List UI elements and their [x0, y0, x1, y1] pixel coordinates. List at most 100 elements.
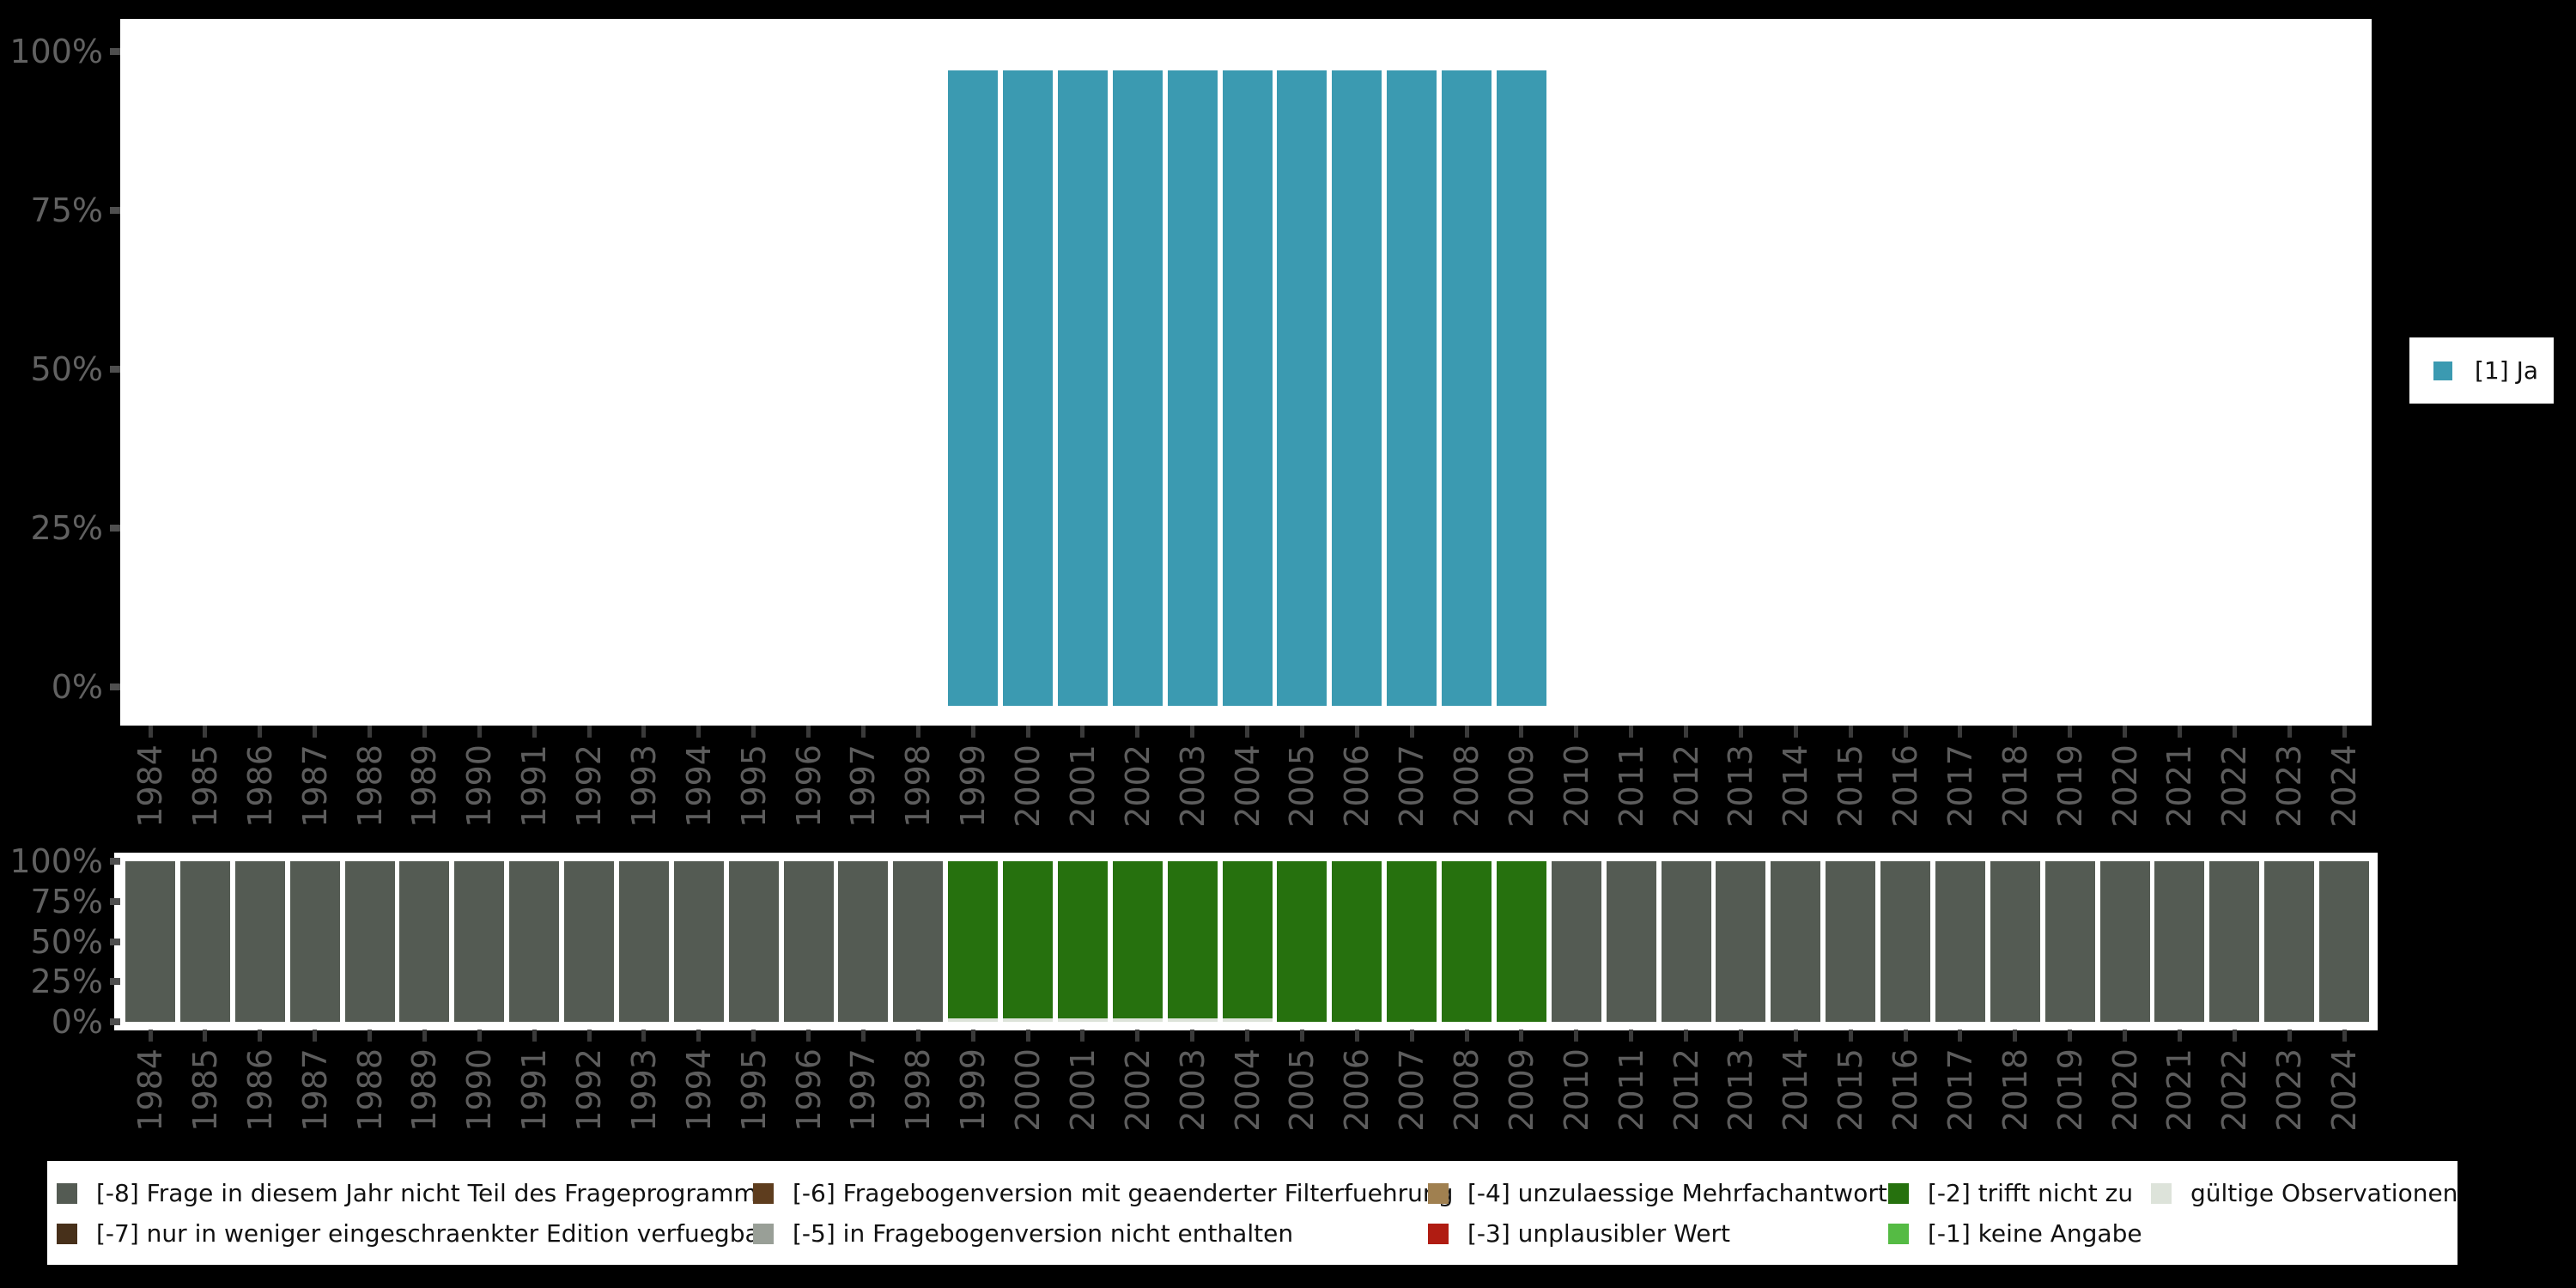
x-tick-label: 2014	[1777, 744, 1815, 828]
bottom-chart-y-tick	[110, 939, 120, 945]
legend-swatch	[1428, 1223, 1449, 1244]
bar-2009	[1496, 70, 1546, 706]
legend-item: [-6] Fragebogenversion mit geaenderter F…	[753, 1173, 1453, 1213]
x-tick-label: 2005	[1283, 744, 1321, 828]
x-tick-label: 2007	[1393, 744, 1431, 828]
x-tick	[1848, 726, 1853, 738]
legend-swatch	[1888, 1223, 1909, 1244]
x-tick-label: 1990	[460, 744, 499, 828]
x-tick	[2068, 726, 2073, 738]
top-chart-y-tick	[110, 207, 120, 214]
x-tick-label: 2008	[1448, 1048, 1485, 1132]
x-tick	[1738, 1030, 1743, 1042]
x-tick-label: 2013	[1722, 744, 1760, 828]
x-tick	[2232, 1030, 2237, 1042]
x-tick	[1025, 1030, 1030, 1042]
x-tick-label: 1997	[844, 1048, 883, 1132]
x-tick	[477, 1030, 482, 1042]
x-tick	[1354, 726, 1359, 738]
x-tick	[2342, 1030, 2347, 1042]
x-tick	[1299, 1030, 1304, 1042]
x-tick-label: 2010	[1557, 744, 1595, 828]
x-tick	[1245, 1030, 1249, 1042]
x-tick-label: 1996	[789, 744, 828, 828]
x-tick-label: 1999	[954, 744, 993, 828]
x-tick	[368, 1030, 372, 1042]
x-tick	[2287, 1030, 2292, 1042]
x-tick-label: 2001	[1063, 1048, 1102, 1132]
x-tick-label: 1988	[350, 744, 389, 828]
x-tick	[1080, 726, 1085, 738]
x-tick	[1409, 726, 1414, 738]
x-tick-label: 1999	[954, 1048, 993, 1132]
bar-segment-1991	[509, 861, 560, 1022]
x-tick-label: 2014	[1777, 1048, 1815, 1132]
x-tick	[1574, 726, 1579, 738]
legend-item-label: [-4] unzulaessige Mehrfachantwort	[1467, 1179, 1887, 1207]
bar-segment-2021	[2154, 861, 2205, 1022]
x-tick-label: 1991	[515, 1048, 554, 1132]
bar-segment-1996	[783, 861, 834, 1022]
top-chart-y-tick-label: 100%	[9, 33, 103, 70]
x-tick	[2068, 1030, 2073, 1042]
x-tick	[2342, 726, 2347, 738]
bar-segment-1990	[454, 861, 505, 1022]
legend-item: [-3] unplausibler Wert	[1428, 1213, 1887, 1254]
bar-2004	[1222, 70, 1273, 706]
legend-item: [-7] nur in weniger eingeschraenkter Edi…	[57, 1213, 769, 1254]
x-tick-label: 2015	[1832, 1048, 1870, 1132]
x-tick-label: 2020	[2105, 744, 2144, 828]
x-tick	[313, 1030, 318, 1042]
answer-distribution-chart	[120, 19, 2372, 726]
bar-segment-2015	[1826, 861, 1876, 1022]
x-tick-label: 2018	[1996, 744, 2034, 828]
bar-segment-1999	[948, 1018, 999, 1022]
x-tick	[2287, 726, 2292, 738]
x-tick-label: 2003	[1173, 744, 1212, 828]
series-legend: [1] Ja	[2409, 337, 2554, 404]
x-tick-label: 2022	[2215, 744, 2254, 828]
x-tick	[1958, 726, 1963, 738]
x-tick	[1354, 1030, 1359, 1042]
x-tick	[1793, 1030, 1798, 1042]
x-tick-label: 2015	[1832, 744, 1870, 828]
bottom-chart-y-tick-label: 50%	[30, 923, 103, 961]
x-tick-label: 2020	[2105, 1048, 2144, 1132]
bottom-chart-x-axis: 1984 1985 1986 1987 1988 1989 1990 1991 1992 1993…	[0, 1030, 2576, 1288]
x-tick-label: 2019	[2050, 744, 2089, 828]
bar-segment-2008	[1442, 861, 1492, 1022]
x-tick-label: 1986	[240, 744, 279, 828]
x-tick	[2177, 1030, 2182, 1042]
x-tick-label: 2017	[1941, 744, 1979, 828]
bar-segment-2014	[1771, 861, 1821, 1022]
bar-2005	[1277, 70, 1327, 706]
x-tick-label: 1993	[624, 1048, 663, 1132]
bar-segment-2023	[2264, 861, 2315, 1022]
legend-swatch	[1888, 1182, 1909, 1204]
x-tick	[1519, 1030, 1524, 1042]
bar-2006	[1332, 70, 1382, 706]
x-tick-label: 2001	[1063, 744, 1102, 828]
bar-segment-2020	[2099, 861, 2150, 1022]
x-tick-label: 2023	[2270, 744, 2309, 828]
x-tick	[970, 1030, 975, 1042]
top-chart-y-tick	[110, 48, 120, 55]
legend-item: [-2] trifft nicht zu	[1888, 1173, 2142, 1213]
x-tick-label: 2005	[1283, 1048, 1321, 1132]
x-tick-label: 1993	[624, 744, 663, 828]
legend-item: [-1] keine Angabe	[1888, 1213, 2142, 1254]
x-tick	[258, 1030, 263, 1042]
top-chart-y-tick	[110, 525, 120, 532]
x-tick-label: 1988	[350, 1048, 389, 1132]
bar-segment-1995	[728, 861, 779, 1022]
x-tick-label: 1990	[460, 1048, 499, 1132]
x-tick	[1080, 1030, 1085, 1042]
bar-segment-1987	[289, 861, 340, 1022]
bar-segment-2000	[1003, 861, 1053, 1019]
bar-segment-2004	[1222, 1018, 1273, 1022]
x-tick	[1629, 1030, 1634, 1042]
x-tick-label: 2011	[1612, 1048, 1650, 1132]
x-tick-label: 2013	[1722, 1048, 1760, 1132]
x-tick-label: 2007	[1393, 1048, 1431, 1132]
